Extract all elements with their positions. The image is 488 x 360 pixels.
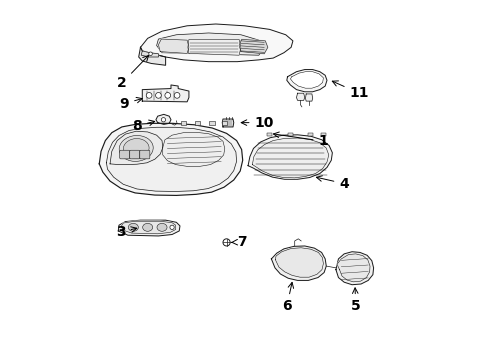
Circle shape — [223, 239, 230, 246]
Circle shape — [169, 225, 174, 229]
Bar — [308, 133, 313, 136]
FancyBboxPatch shape — [120, 150, 129, 159]
Polygon shape — [139, 47, 165, 65]
Text: 5: 5 — [350, 288, 360, 313]
Ellipse shape — [123, 139, 149, 158]
Bar — [222, 121, 227, 125]
Polygon shape — [121, 221, 175, 234]
Polygon shape — [247, 135, 332, 179]
Text: 8: 8 — [132, 119, 154, 133]
Polygon shape — [158, 39, 188, 53]
Polygon shape — [187, 40, 241, 55]
Ellipse shape — [157, 224, 167, 231]
Polygon shape — [156, 114, 171, 125]
Polygon shape — [290, 72, 323, 88]
Polygon shape — [99, 123, 242, 195]
Text: 10: 10 — [241, 116, 273, 130]
Circle shape — [174, 93, 180, 98]
Ellipse shape — [128, 224, 138, 231]
Polygon shape — [163, 132, 224, 166]
Polygon shape — [296, 93, 304, 100]
Polygon shape — [118, 220, 180, 236]
Text: 9: 9 — [119, 96, 142, 111]
Polygon shape — [106, 127, 236, 192]
Polygon shape — [140, 24, 292, 62]
Ellipse shape — [142, 224, 152, 231]
Polygon shape — [271, 246, 325, 280]
Ellipse shape — [119, 135, 153, 161]
FancyBboxPatch shape — [140, 150, 149, 159]
Circle shape — [148, 52, 152, 55]
Polygon shape — [335, 252, 373, 285]
Polygon shape — [305, 94, 312, 101]
Polygon shape — [275, 248, 323, 277]
Bar — [287, 133, 292, 136]
Polygon shape — [142, 85, 188, 102]
Text: 6: 6 — [282, 282, 293, 313]
Bar — [266, 133, 271, 136]
Bar — [180, 121, 185, 125]
Bar — [195, 121, 200, 125]
Text: 4: 4 — [316, 176, 348, 190]
Polygon shape — [110, 131, 163, 165]
FancyBboxPatch shape — [129, 150, 140, 159]
Circle shape — [164, 93, 170, 98]
Polygon shape — [336, 254, 369, 282]
Circle shape — [146, 93, 152, 98]
Polygon shape — [156, 33, 264, 55]
Polygon shape — [286, 69, 326, 92]
Text: 3: 3 — [116, 225, 137, 239]
Text: 1: 1 — [273, 132, 327, 148]
Polygon shape — [252, 138, 328, 178]
Polygon shape — [239, 40, 267, 54]
Circle shape — [161, 118, 165, 122]
Text: 11: 11 — [332, 81, 368, 100]
Circle shape — [155, 93, 161, 98]
Polygon shape — [141, 51, 158, 57]
Polygon shape — [222, 119, 233, 127]
Text: 7: 7 — [231, 235, 246, 249]
Bar — [209, 121, 214, 125]
Text: 2: 2 — [117, 55, 148, 90]
Bar — [320, 133, 325, 136]
